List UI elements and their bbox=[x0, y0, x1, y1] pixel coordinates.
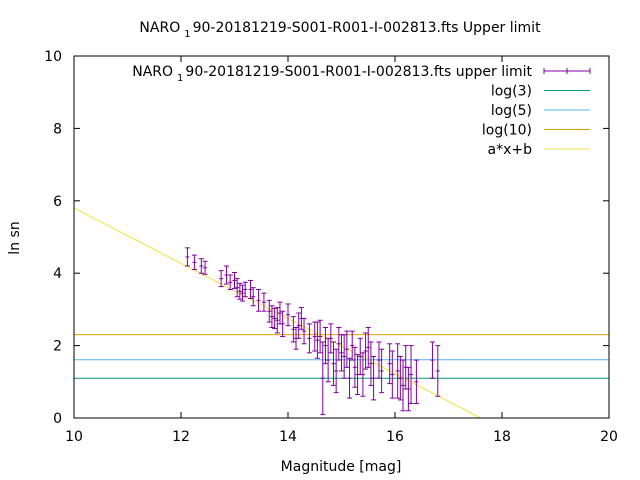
plot-layer bbox=[74, 207, 609, 418]
data-point bbox=[379, 348, 385, 394]
x-axis-title: Magnitude [mag] bbox=[281, 459, 402, 475]
y-tick-label: 4 bbox=[53, 266, 62, 282]
legend-label: a*x+b bbox=[488, 142, 533, 158]
data-point bbox=[293, 327, 299, 350]
data-point bbox=[191, 254, 197, 271]
data-point bbox=[355, 354, 361, 395]
data-point bbox=[317, 319, 323, 354]
data-point bbox=[266, 299, 272, 323]
legend-label: log(3) bbox=[491, 84, 532, 100]
data-point bbox=[306, 323, 312, 354]
y-tick-label: 8 bbox=[53, 121, 62, 137]
data-point bbox=[429, 341, 435, 379]
data-point bbox=[274, 307, 280, 334]
data-point bbox=[227, 274, 233, 290]
y-tick-label: 10 bbox=[44, 49, 62, 65]
data-point bbox=[223, 265, 229, 285]
data-point bbox=[368, 341, 374, 386]
legend: NARO 1 90-20181219-S001-R001-I-002813.fts … bbox=[132, 64, 591, 158]
legend-entry: a*x+b bbox=[488, 142, 590, 158]
data-point bbox=[387, 343, 393, 385]
data-point bbox=[256, 288, 262, 312]
chart-title-main: NARO bbox=[139, 20, 180, 36]
data-point bbox=[261, 292, 267, 312]
data-point bbox=[198, 258, 204, 274]
data-point bbox=[339, 334, 344, 372]
y-axis-title: ln sn bbox=[7, 221, 23, 254]
x-tick-label: 10 bbox=[65, 429, 83, 445]
legend-entry: log(3) bbox=[491, 84, 590, 100]
data-point bbox=[240, 284, 246, 302]
data-point bbox=[349, 330, 355, 361]
data-point bbox=[248, 279, 254, 300]
data-point bbox=[365, 327, 371, 368]
data-point bbox=[250, 287, 256, 307]
data-point bbox=[285, 303, 291, 327]
data-point bbox=[347, 357, 353, 399]
data-point bbox=[330, 341, 336, 386]
data-point bbox=[341, 334, 347, 379]
data-point bbox=[336, 327, 342, 361]
data-point bbox=[435, 345, 441, 397]
data-point bbox=[405, 366, 411, 412]
data-point bbox=[371, 355, 377, 401]
legend-entry: log(10) bbox=[482, 123, 590, 139]
legend-label: log(5) bbox=[491, 103, 532, 119]
data-point bbox=[322, 327, 328, 365]
data-point bbox=[184, 247, 190, 267]
data-point bbox=[389, 350, 395, 399]
data-point bbox=[413, 359, 419, 405]
y-tick-label: 2 bbox=[53, 339, 62, 355]
data-point bbox=[352, 346, 358, 388]
legend-label: NARO 1 90-20181219-S001-R001-I-002813.fts … bbox=[132, 64, 532, 84]
data-point bbox=[397, 355, 403, 401]
data-point bbox=[242, 281, 248, 298]
plot-frame bbox=[73, 55, 610, 419]
data-point bbox=[202, 260, 208, 275]
x-tick-label: 14 bbox=[279, 429, 297, 445]
x-tick-label: 12 bbox=[172, 429, 190, 445]
chart-title: NARO 1 90-20181219-S001-R001-I-002813.fts … bbox=[139, 20, 541, 40]
data-point bbox=[301, 317, 307, 345]
data-point bbox=[232, 271, 237, 289]
data-point bbox=[363, 332, 369, 370]
axis-layer: 10 12 14 16 18 20 0 2 4 6 8 10 bbox=[44, 49, 618, 445]
data-point bbox=[328, 323, 334, 354]
legend-entry: NARO 1 90-20181219-S001-R001-I-002813.fts … bbox=[132, 64, 591, 84]
data-point bbox=[280, 310, 286, 338]
x-tick-label: 16 bbox=[386, 429, 404, 445]
data-point bbox=[269, 305, 275, 328]
data-point bbox=[296, 312, 302, 339]
y-tick-label: 6 bbox=[53, 194, 62, 210]
data-point bbox=[376, 341, 382, 379]
data-point bbox=[395, 343, 401, 399]
y-tick-label: 0 bbox=[53, 411, 62, 427]
chart-title-sub: 1 bbox=[184, 29, 190, 40]
data-point bbox=[312, 321, 318, 352]
data-point bbox=[333, 348, 339, 394]
data-point bbox=[237, 282, 243, 300]
legend-label: log(10) bbox=[482, 123, 532, 139]
legend-entry: log(5) bbox=[491, 103, 590, 119]
data-point bbox=[320, 341, 326, 415]
x-tick-label: 20 bbox=[600, 429, 618, 445]
data-point bbox=[272, 307, 278, 330]
data-point bbox=[408, 345, 414, 405]
data-point bbox=[290, 316, 296, 343]
plot-area bbox=[74, 207, 609, 418]
data-point bbox=[314, 321, 320, 359]
data-point bbox=[325, 337, 331, 383]
data-point bbox=[234, 278, 240, 298]
data-point bbox=[218, 270, 224, 288]
data-point bbox=[357, 337, 363, 376]
data-point bbox=[360, 352, 366, 397]
chart-title-rest: 90-20181219-S001-R001-I-002813.fts Upper… bbox=[193, 20, 541, 36]
data-point bbox=[400, 359, 406, 412]
x-tick-label: 18 bbox=[493, 429, 511, 445]
data-point bbox=[344, 330, 350, 368]
